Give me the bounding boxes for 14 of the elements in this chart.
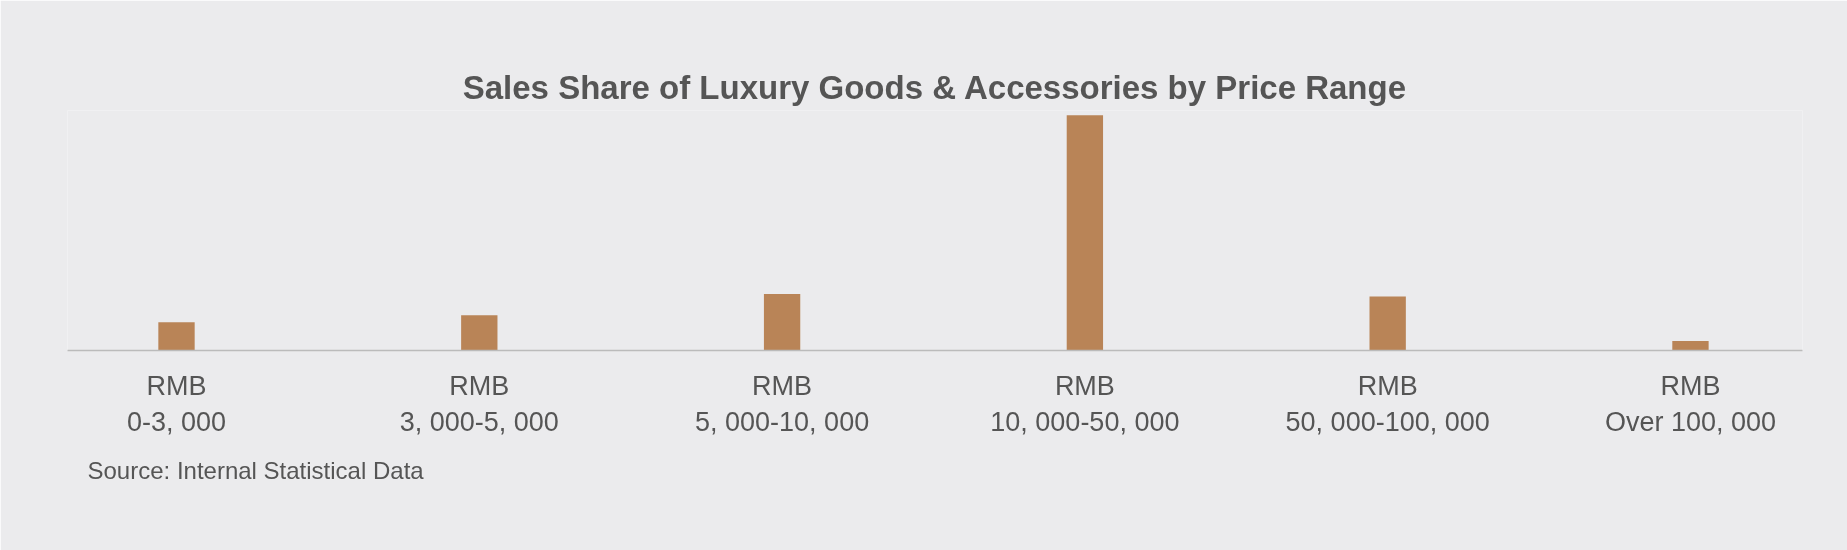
x-tick-label: RMB Over 100, 000 bbox=[1604, 370, 1777, 437]
bar bbox=[1672, 341, 1709, 351]
x-tick-label: RMB 50, 000-100, 000 bbox=[1285, 370, 1490, 437]
bar bbox=[1066, 115, 1104, 351]
bar bbox=[1369, 296, 1406, 351]
x-tick-label: RMB 3, 000-5, 000 bbox=[399, 370, 559, 437]
x-tick-label: RMB 10, 000-50, 000 bbox=[990, 370, 1180, 437]
source-note: Source: Internal Statistical Data bbox=[87, 456, 425, 484]
chart-title: Sales Share of Luxury Goods & Accessories by Price Range bbox=[462, 68, 1407, 106]
bar bbox=[461, 315, 498, 351]
x-tick-label: RMB 0-3, 000 bbox=[126, 370, 227, 437]
bar bbox=[158, 322, 195, 351]
x-tick-label: RMB 5, 000-10, 000 bbox=[695, 370, 870, 437]
bar bbox=[763, 294, 801, 351]
